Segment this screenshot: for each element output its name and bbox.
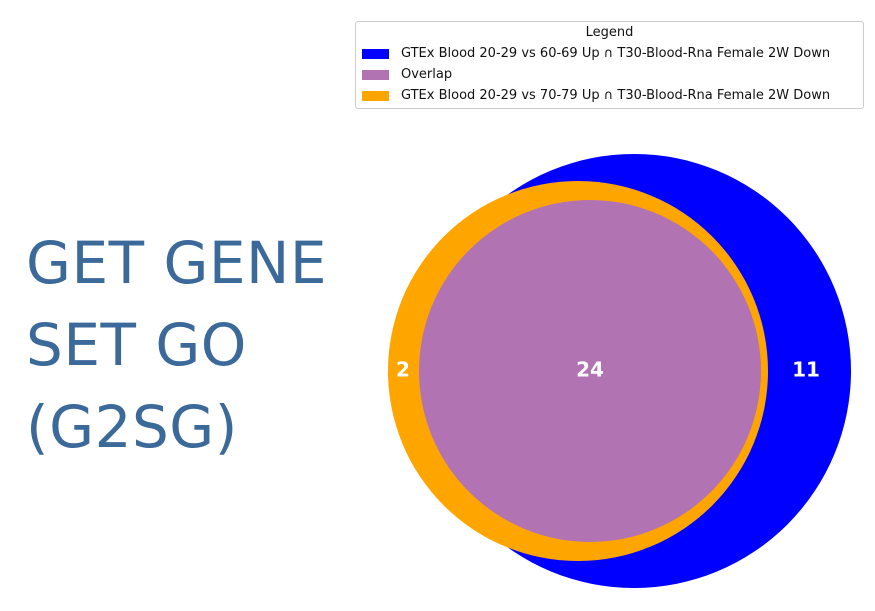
logo-line-3: (G2SG) <box>26 393 238 461</box>
legend-item-set-a: GTEx Blood 20-29 vs 60-69 Up ∩ T30-Blood… <box>356 43 863 64</box>
legend-item-set-b: GTEx Blood 20-29 vs 70-79 Up ∩ T30-Blood… <box>356 85 863 106</box>
legend-swatch-set-a <box>362 49 389 59</box>
legend-item-overlap: Overlap <box>356 64 863 85</box>
legend-label-set-a: GTEx Blood 20-29 vs 60-69 Up ∩ T30-Blood… <box>401 46 831 61</box>
overlap-region <box>419 200 761 542</box>
legend-swatch-set-b <box>362 91 389 101</box>
left-only-count: 2 <box>396 358 410 382</box>
logo-line-1: GET GENE <box>26 229 328 297</box>
right-only-count: 11 <box>792 358 820 382</box>
legend-title: Legend <box>585 25 634 40</box>
legend: Legend GTEx Blood 20-29 vs 60-69 Up ∩ T3… <box>355 21 864 109</box>
g2sg-logo: GET GENE SET GO (G2SG) <box>26 222 346 468</box>
legend-label-set-b: GTEx Blood 20-29 vs 70-79 Up ∩ T30-Blood… <box>401 88 831 103</box>
legend-label-overlap: Overlap <box>401 67 453 82</box>
overlap-count: 24 <box>576 358 604 382</box>
legend-swatch-overlap <box>362 70 389 80</box>
logo-line-2: SET GO <box>26 311 247 379</box>
